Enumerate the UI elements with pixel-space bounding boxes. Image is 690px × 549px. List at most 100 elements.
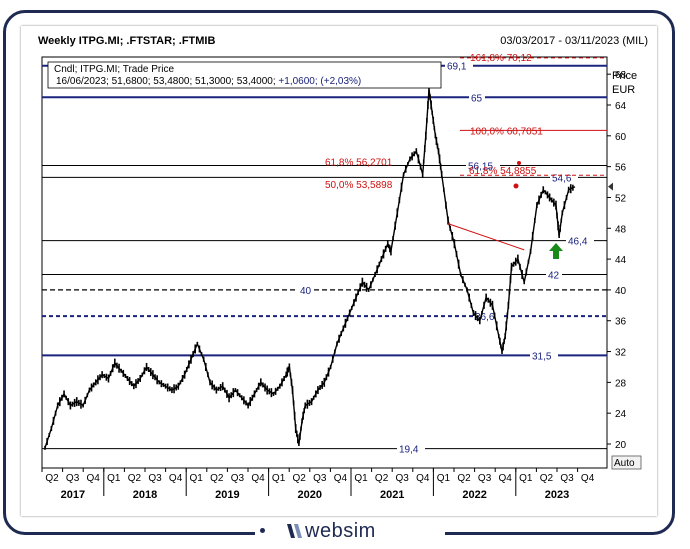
fib-label: 100,0% 60,7051	[470, 126, 543, 137]
websim-logo-icon	[287, 524, 302, 538]
y-tick-label: 20	[615, 440, 627, 451]
x-year-label: 2018	[133, 489, 157, 501]
x-quarter-label: Q3	[66, 473, 80, 484]
level-label: 54,6	[552, 173, 572, 184]
chart-title: Weekly ITPG.MI; .FTSTAR; .FTMIB	[38, 35, 216, 47]
level-label: 46,4	[568, 237, 588, 248]
x-quarter-label: Q4	[251, 473, 265, 484]
x-quarter-label: Q4	[334, 473, 348, 484]
x-quarter-label: Q4	[499, 473, 513, 484]
level-label: 36,6	[475, 312, 495, 323]
x-quarter-label: Q2	[128, 473, 142, 484]
auto-scale-label: Auto	[614, 458, 635, 469]
x-axis: Q2 Q3 Q4 Q1 Q2 Q3 Q4 Q1 Q2 Q3 Q4 Q1 Q2 Q3 Q4 Q1 Q2 Q3 Q4 Q1…	[41, 468, 595, 501]
x-year-label: 2023	[545, 489, 569, 501]
legend-ohlc: 16/06/2023; 51,6800; 53,4800; 51,3000; 5…	[56, 76, 278, 87]
level-label: 31,5	[532, 351, 552, 362]
date-range: 03/03/2017 - 03/11/2023 (MIL)	[500, 35, 648, 47]
x-quarter-label: Q2	[45, 473, 59, 484]
level-label: 42	[548, 271, 560, 282]
y-tick-label: 68	[615, 70, 627, 81]
level-label-bg	[546, 268, 562, 280]
y-axis: 20 24 28 32 36 40 44 48 52 56 60 64 68	[607, 70, 627, 451]
fib-label: 50,0% 53,5898	[325, 180, 393, 191]
x-quarter-label: Q3	[313, 473, 327, 484]
level-label-bg	[473, 310, 501, 322]
brand-name: websim	[305, 520, 376, 542]
x-quarter-label: Q1	[107, 473, 121, 484]
y-tick-label: 40	[615, 286, 627, 297]
y-tick-label: 44	[615, 255, 627, 266]
level-label-bg	[550, 171, 578, 183]
level-label-bg	[445, 59, 473, 71]
level-label-bg	[466, 159, 500, 171]
y-tick-label: 60	[615, 132, 627, 143]
fib-label: 61,8% 54,8855	[469, 166, 537, 177]
level-label-bg	[298, 283, 314, 295]
x-quarter-label: Q4	[581, 473, 595, 484]
plot-area	[41, 56, 608, 469]
level-label-bg	[530, 349, 558, 361]
x-quarter-label: Q1	[519, 473, 533, 484]
x-quarter-label: Q1	[190, 473, 204, 484]
trendline	[447, 223, 525, 251]
y-tick-label: 52	[615, 193, 627, 204]
level-label-bg	[566, 234, 594, 246]
x-year-label: 2020	[298, 489, 322, 501]
candle-sticks	[44, 85, 574, 450]
legend-change: +1,0600; (+2,03%)	[278, 76, 361, 87]
y-tick-label: 56	[615, 163, 627, 174]
level-label: 56,15	[468, 161, 493, 172]
logo-dot-left	[260, 528, 265, 533]
y-tick-label: 48	[615, 224, 627, 235]
x-quarter-label: Q1	[437, 473, 451, 484]
x-quarter-label: Q2	[293, 473, 307, 484]
x-quarter-label: Q2	[210, 473, 224, 484]
level-label: 19,4	[399, 445, 419, 456]
currency-label: EUR	[612, 84, 635, 96]
footer-logo: websim	[255, 519, 445, 545]
auto-scale-button[interactable]	[611, 455, 642, 470]
current-price-marker	[608, 182, 613, 191]
price-series	[44, 89, 576, 449]
x-year-label: 2021	[380, 489, 404, 501]
x-year-label: 2017	[61, 489, 85, 501]
level-label: 69,1	[447, 62, 467, 73]
y-tick-label: 24	[615, 409, 627, 420]
level-lines: 69,1 65 56,15 54,6 46,4 42 40 36,6 31,5 19,4	[42, 59, 607, 456]
level-label: 65	[471, 93, 483, 104]
fib-label: 61,8% 56,2701	[325, 158, 393, 169]
legend-box	[47, 61, 442, 89]
x-quarter-label: Q3	[148, 473, 162, 484]
x-year-label: 2022	[462, 489, 486, 501]
x-quarter-label: Q4	[87, 473, 101, 484]
x-quarter-label: Q3	[231, 473, 245, 484]
x-quarter-label: Q1	[354, 473, 368, 484]
x-year-label: 2019	[215, 489, 239, 501]
x-quarter-label: Q3	[396, 473, 410, 484]
y-tick-label: 32	[615, 348, 627, 359]
x-quarter-label: Q4	[169, 473, 183, 484]
x-quarter-label: Q4	[416, 473, 430, 484]
price-axis-label: Price	[612, 70, 637, 82]
level-label-bg	[397, 442, 425, 454]
x-quarter-label: Q1	[272, 473, 286, 484]
legend-line-2: 16/06/2023; 51,6800; 53,4800; 51,3000; 5…	[56, 76, 361, 87]
y-tick-label: 36	[615, 317, 627, 328]
x-quarter-label: Q2	[540, 473, 554, 484]
fib-point-b	[517, 161, 521, 165]
fib-label: 161,8% 70,12	[470, 53, 532, 64]
x-quarter-label: Q3	[478, 473, 492, 484]
y-tick-label: 28	[615, 378, 627, 389]
up-arrow-icon	[549, 243, 563, 259]
x-quarter-label: Q2	[375, 473, 389, 484]
x-quarter-label: Q2	[457, 473, 471, 484]
level-label: 40	[300, 286, 312, 297]
legend-line-1: Cndl; ITPG.MI; Trade Price	[54, 64, 174, 75]
fibonacci-levels: 161,8% 70,12 100,0% 60,7051 61,8% 54,8855 6…	[325, 53, 607, 191]
fib-point-a	[513, 183, 519, 189]
x-quarter-label: Q3	[560, 473, 574, 484]
y-tick-label: 64	[615, 101, 627, 112]
level-label-bg	[469, 91, 485, 103]
